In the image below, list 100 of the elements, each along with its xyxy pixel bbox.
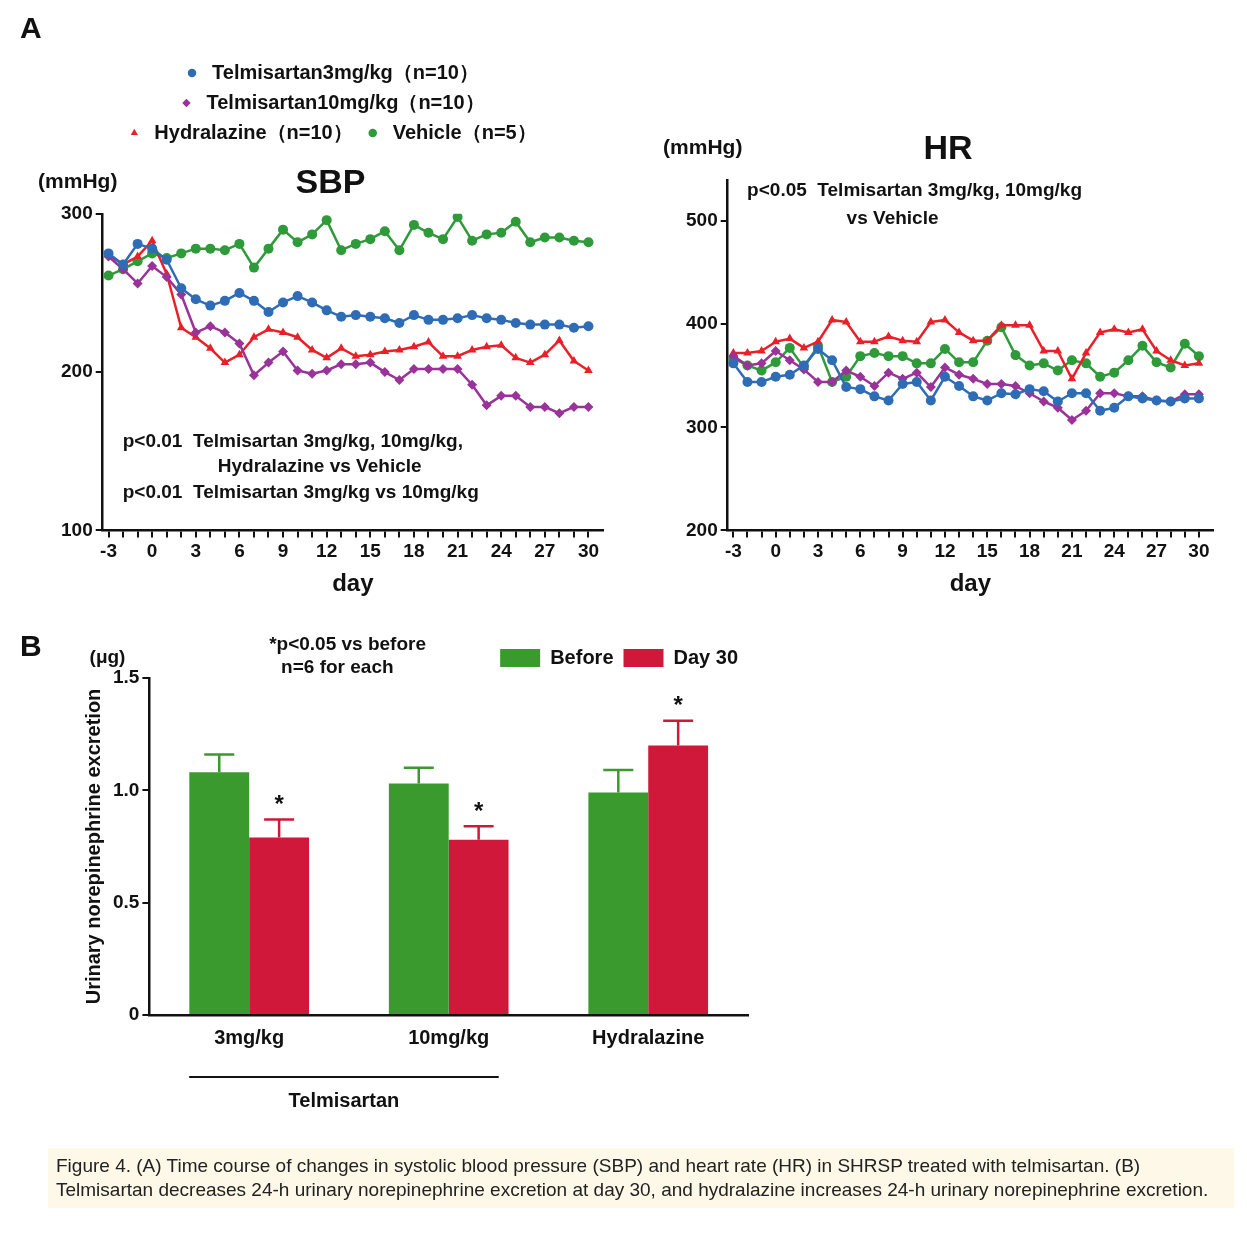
x-tick-label: 24 [490,540,513,562]
point [728,358,739,369]
point [584,365,593,374]
point [568,322,579,333]
point [939,343,950,354]
caption: Figure 4. (A) Time course of changes in systolic blood pressure (SBP) and heart rate (HR) in SHRSP treated with telmisartan. (B) Telmisartan decreases 24-h urinary norepinephrine excretion at day 30, and hydralazine increases 24-h urinary norepinephrine excretion. [56,1154,1210,1202]
point [743,348,752,356]
annotation: p<0.01 Telmisartan 3mg/kg, 10mg/kg, [122,429,463,451]
point [1024,360,1035,371]
legend-label: Telmisartan3mg/kg（n=10） [212,60,479,83]
point [234,287,245,298]
point [147,261,158,272]
x-tick-label: 30 [577,540,600,562]
x-axis-title: day [949,569,992,597]
point [770,371,781,382]
point [1025,320,1034,328]
point [264,324,273,332]
point [855,336,865,345]
point [161,272,172,283]
point [813,336,823,345]
point [1193,351,1204,362]
point [1095,371,1106,382]
point [869,391,880,402]
point [569,356,579,364]
point [870,336,879,345]
point [1095,388,1106,399]
point [423,363,434,374]
point [784,355,795,366]
point [350,359,361,370]
point [321,305,332,316]
point [1024,384,1035,395]
point [380,346,390,355]
point [883,367,894,378]
annotation: * [673,691,684,719]
text: Telmisartan [288,1088,400,1111]
point [467,310,478,321]
point [583,321,594,332]
point [1011,320,1020,328]
point [568,401,579,412]
point [539,232,550,243]
point [911,367,922,378]
point [510,318,521,329]
point [1038,358,1049,369]
point [395,344,404,353]
point [997,320,1006,328]
point [1052,365,1063,376]
point [855,351,866,362]
point [1010,350,1021,361]
point [855,384,866,395]
point [968,391,979,402]
point [1095,405,1106,416]
point [176,248,187,259]
point [438,351,448,359]
point [424,337,433,345]
point [939,362,950,373]
x-tick-label: 9 [277,540,289,562]
point [1193,393,1204,404]
point [394,318,405,329]
point [925,382,936,393]
point [939,371,950,382]
point [841,365,852,376]
point [827,315,837,323]
point [554,408,565,419]
point [1109,402,1120,413]
point [365,234,376,245]
point [525,319,536,330]
point [176,283,187,294]
point [784,369,795,380]
y-tick-label: 0.5 [112,890,140,912]
annotation: * [274,790,285,818]
x-tick-label: 15 [359,540,382,562]
point [1081,405,1092,416]
x-tick-label: 30 [1188,540,1210,562]
point [812,376,823,387]
x-axis-title: day [332,569,375,597]
point [996,388,1007,399]
point [539,319,550,330]
point [968,357,979,368]
point [438,234,449,245]
point [409,341,419,350]
point [263,357,274,368]
point [278,297,289,308]
text: (μg) [89,646,126,668]
x-tick-label: 18 [1019,540,1041,562]
point [1066,355,1077,366]
point [350,310,361,321]
text: n=6 for each [281,656,394,678]
text: B [20,629,42,663]
x-tick-label: 0 [146,540,158,562]
point [510,390,521,401]
point [350,238,361,249]
point [525,237,536,248]
chart-title: SBP [295,161,366,200]
point [897,378,908,389]
point [220,357,230,366]
point [467,379,478,390]
point [841,317,851,325]
point [496,314,507,325]
x-tick-label: 3mg/kg [214,1025,285,1048]
point [996,378,1007,389]
